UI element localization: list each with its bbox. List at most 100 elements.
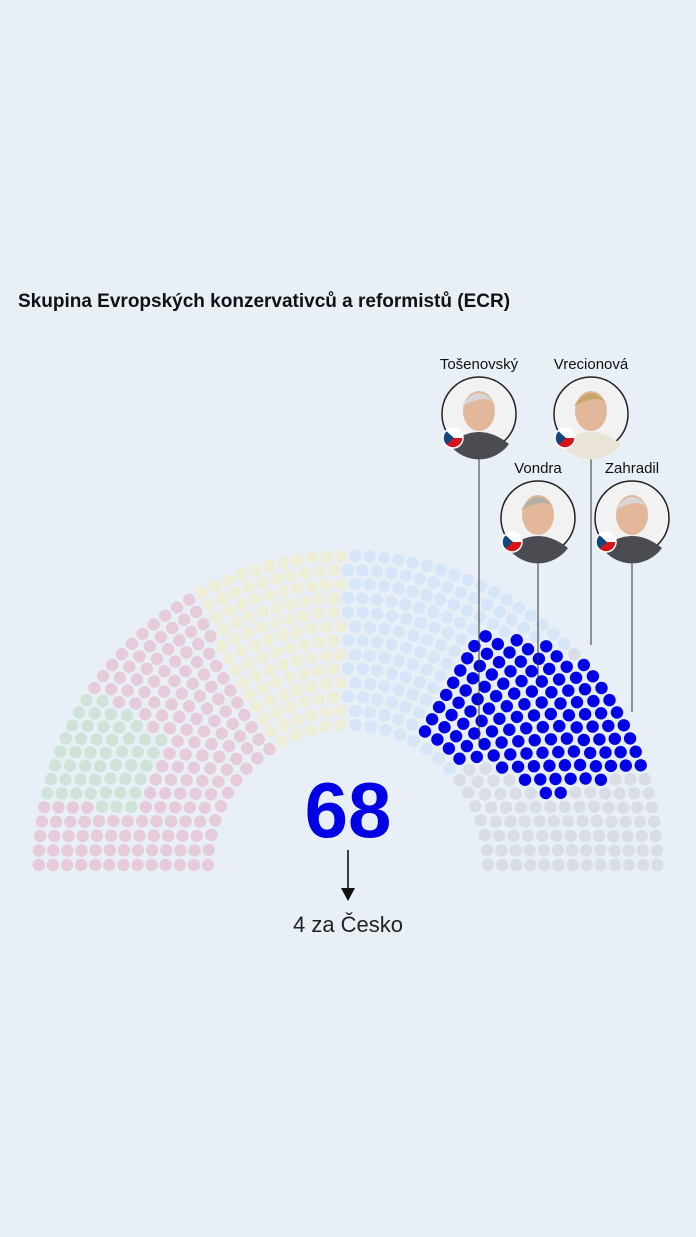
ecr-seat xyxy=(475,714,488,728)
seat xyxy=(580,844,593,857)
ecr-seat xyxy=(608,732,621,745)
seat xyxy=(235,568,248,581)
ecr-seat xyxy=(587,694,600,708)
seat xyxy=(514,801,528,814)
seat xyxy=(304,723,317,737)
ecr-seat xyxy=(460,739,474,753)
seat xyxy=(334,648,347,661)
seat xyxy=(122,732,136,745)
seat xyxy=(255,621,268,634)
seat xyxy=(262,559,276,573)
seat xyxy=(221,573,235,587)
seat xyxy=(195,586,208,599)
mep-name-vrecionova: Vrecionová xyxy=(553,356,629,373)
seat xyxy=(414,616,427,629)
seat xyxy=(34,829,47,843)
seat xyxy=(213,750,226,764)
seat xyxy=(537,844,551,857)
seat xyxy=(607,829,620,843)
ecr-seat xyxy=(493,712,506,725)
person-hair-icon xyxy=(462,393,496,406)
seat xyxy=(481,843,494,857)
seat xyxy=(99,746,113,760)
ecr-seat xyxy=(491,637,504,651)
seat xyxy=(341,690,355,703)
ecr-seat xyxy=(518,698,531,711)
seat xyxy=(114,786,127,799)
seat xyxy=(138,733,152,746)
ecr-seat xyxy=(468,727,481,740)
ecr-seat xyxy=(579,772,592,785)
seat xyxy=(202,598,216,611)
cz-flag-icon xyxy=(443,428,463,448)
seat xyxy=(413,601,426,614)
seat xyxy=(524,787,537,800)
ecr-seat xyxy=(554,697,567,710)
seat xyxy=(55,787,68,800)
seat xyxy=(498,625,512,639)
seat xyxy=(509,844,522,857)
seat xyxy=(183,801,197,814)
seat xyxy=(220,763,234,776)
seat xyxy=(298,696,311,709)
seat xyxy=(320,550,333,563)
ecr-seat xyxy=(495,736,508,749)
seat xyxy=(222,739,236,753)
ecr-seat xyxy=(602,719,615,733)
ecr-seat xyxy=(577,658,590,672)
seat xyxy=(197,617,210,631)
seat xyxy=(217,672,230,685)
seat xyxy=(461,573,475,587)
ecr-seat xyxy=(471,692,484,706)
seat xyxy=(406,658,420,671)
seat xyxy=(145,844,159,857)
seat xyxy=(104,772,117,785)
mep-portraits xyxy=(441,376,670,564)
seat xyxy=(420,589,433,602)
seat xyxy=(441,657,454,670)
seat xyxy=(608,844,621,857)
seat xyxy=(434,563,447,577)
seat xyxy=(131,858,144,872)
seat xyxy=(38,801,51,814)
seat xyxy=(392,582,405,595)
seat xyxy=(90,733,103,746)
seat xyxy=(184,625,198,639)
seat xyxy=(140,759,153,772)
seat xyxy=(269,616,282,629)
seat xyxy=(647,815,661,828)
seat xyxy=(576,814,589,828)
seat xyxy=(420,742,433,756)
seat xyxy=(480,598,494,611)
seat xyxy=(115,648,128,661)
seat xyxy=(356,564,369,577)
seat xyxy=(471,775,484,788)
ecr-seat xyxy=(595,681,608,695)
seat xyxy=(466,623,480,636)
seat xyxy=(158,665,171,678)
seat xyxy=(599,787,612,800)
seat xyxy=(298,667,311,680)
seat xyxy=(427,605,440,619)
ecr-seat xyxy=(543,759,556,772)
ecr-seat xyxy=(503,723,516,736)
seat xyxy=(147,720,160,734)
seat xyxy=(198,801,212,814)
ecr-seat xyxy=(480,647,494,660)
seat xyxy=(468,592,481,605)
seat xyxy=(70,787,83,800)
ecr-seat xyxy=(453,752,466,765)
seat xyxy=(97,720,110,733)
seat xyxy=(133,650,146,663)
seat xyxy=(263,742,276,756)
ecr-seat xyxy=(510,634,523,647)
seat xyxy=(78,815,91,828)
seat xyxy=(60,858,74,872)
seat xyxy=(349,648,362,661)
seat xyxy=(377,580,391,593)
ecr-seat xyxy=(599,746,612,759)
seat xyxy=(356,606,369,619)
seat-count: 68 xyxy=(304,766,392,854)
seat xyxy=(148,696,161,709)
ecr-seat xyxy=(532,652,546,665)
